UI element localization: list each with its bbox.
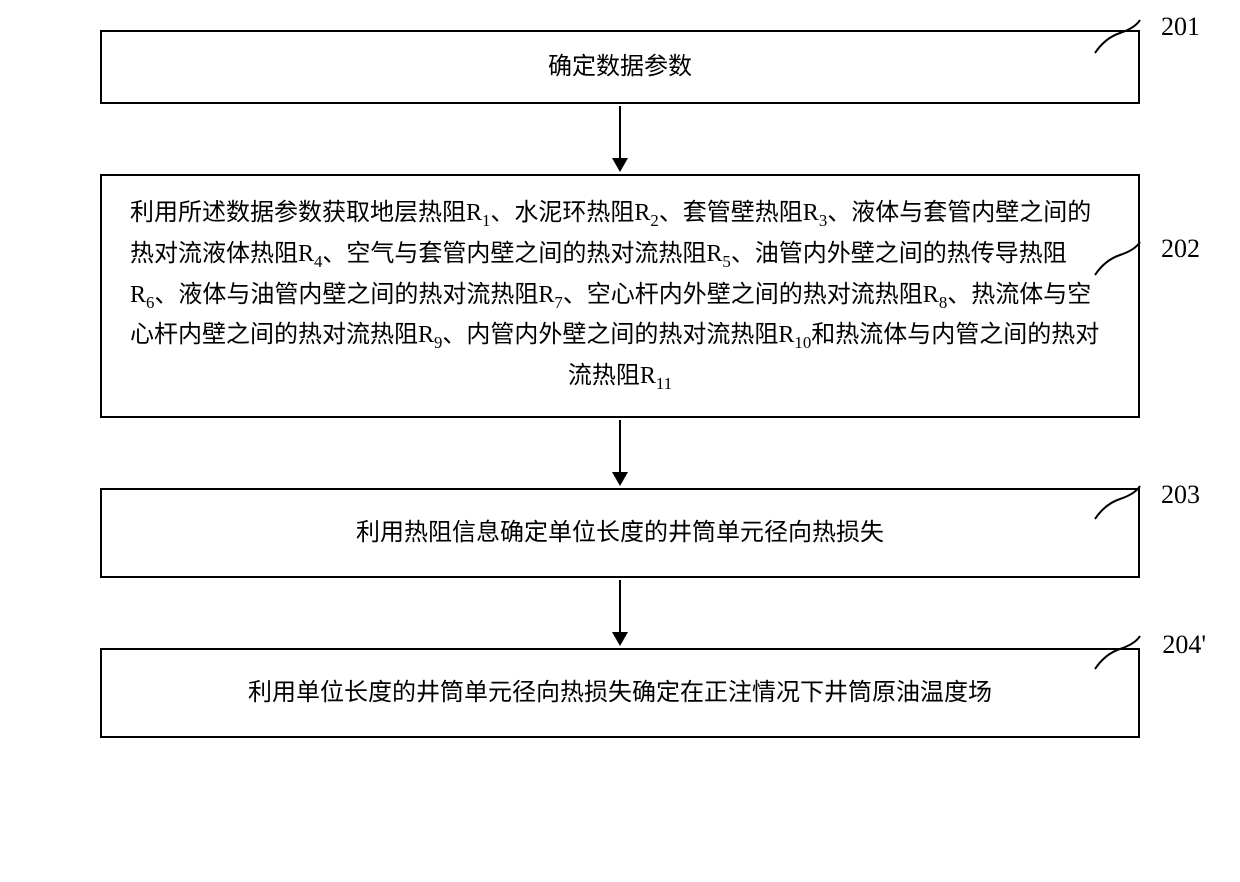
flowchart-node-203: 利用热阻信息确定单位长度的井筒单元径向热损失 [100,488,1140,578]
arrow-head-icon [612,158,628,172]
node-text: 利用所述数据参数获取地层热阻R1、水泥环热阻R2、套管壁热阻R3、液体与套管内壁… [130,194,1110,397]
flowchart-node-wrapper: 利用单位长度的井筒单元径向热损失确定在正注情况下井筒原油温度场 204' [50,648,1190,738]
arrow-head-icon [612,632,628,646]
label-connector-curve [1090,484,1150,524]
flowchart-container: 确定数据参数 201 利用所述数据参数获取地层热阻R1、水泥环热阻R2、套管壁热… [50,30,1190,738]
node-text: 利用单位长度的井筒单元径向热损失确定在正注情况下井筒原油温度场 [248,674,992,712]
node-text: 利用热阻信息确定单位长度的井筒单元径向热损失 [356,514,884,552]
node-label-203: 203 [1161,480,1200,510]
flowchart-node-204: 利用单位长度的井筒单元径向热损失确定在正注情况下井筒原油温度场 [100,648,1140,738]
flowchart-node-201: 确定数据参数 [100,30,1140,104]
label-connector-curve [1090,634,1150,674]
flowchart-node-wrapper: 利用所述数据参数获取地层热阻R1、水泥环热阻R2、套管壁热阻R3、液体与套管内壁… [50,174,1190,417]
flowchart-arrow [612,418,628,488]
label-connector-curve [1090,18,1150,58]
node-label-201: 201 [1161,12,1200,42]
node-label-204: 204' [1162,630,1206,660]
flowchart-arrow [612,578,628,648]
node-label-202: 202 [1161,234,1200,264]
flowchart-node-wrapper: 利用热阻信息确定单位长度的井筒单元径向热损失 203 [50,488,1190,578]
label-connector-curve [1090,240,1150,280]
flowchart-node-202: 利用所述数据参数获取地层热阻R1、水泥环热阻R2、套管壁热阻R3、液体与套管内壁… [100,174,1140,417]
arrow-line [619,106,621,158]
arrow-line [619,580,621,632]
arrow-head-icon [612,472,628,486]
node-text: 确定数据参数 [548,48,692,86]
flowchart-node-wrapper: 确定数据参数 201 [50,30,1190,104]
arrow-line [619,420,621,472]
flowchart-arrow [612,104,628,174]
